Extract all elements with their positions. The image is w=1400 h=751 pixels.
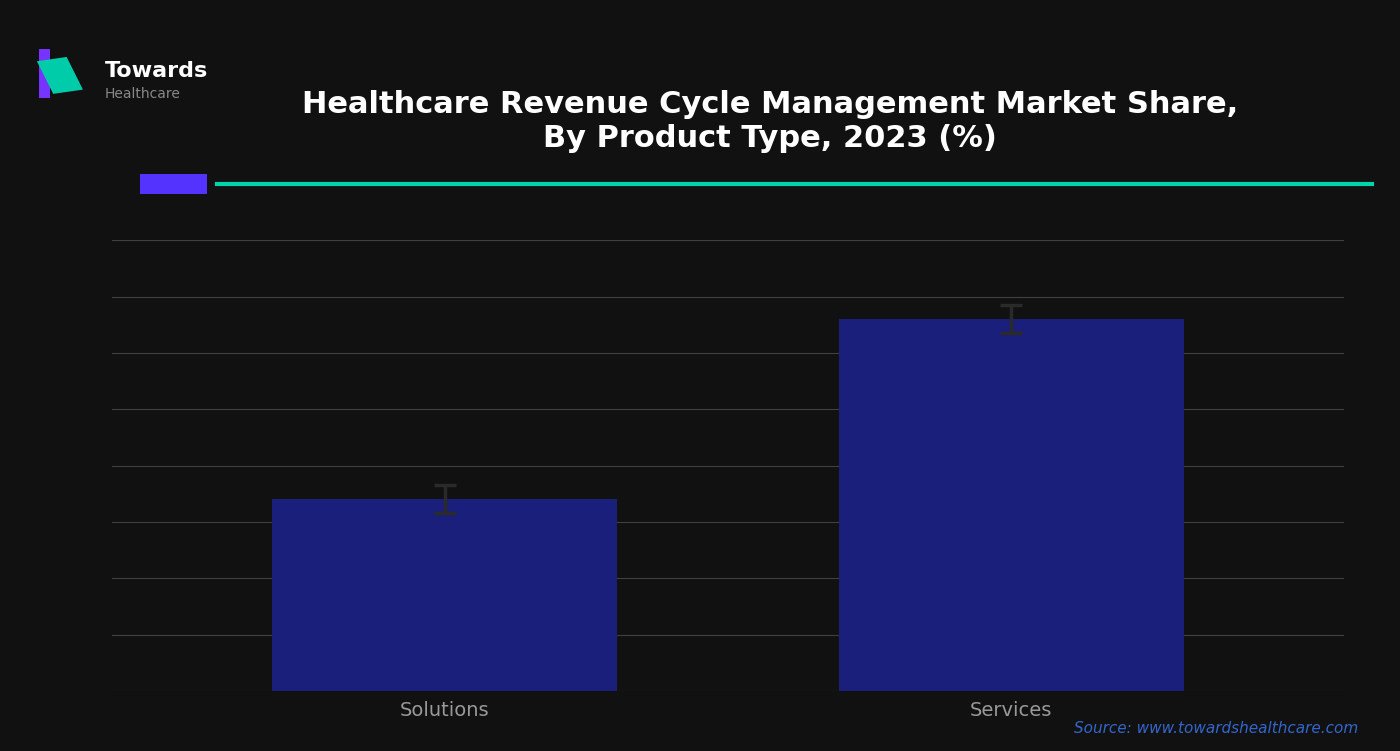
Text: Source: www.towardshealthcare.com: Source: www.towardshealthcare.com <box>1074 721 1358 736</box>
Bar <box>272 499 617 691</box>
Bar <box>839 319 1184 691</box>
Text: Towards: Towards <box>105 62 209 81</box>
Text: Healthcare Revenue Cycle Management Market Share,
By Product Type, 2023 (%): Healthcare Revenue Cycle Management Mark… <box>302 90 1238 152</box>
Text: Healthcare: Healthcare <box>105 87 181 101</box>
